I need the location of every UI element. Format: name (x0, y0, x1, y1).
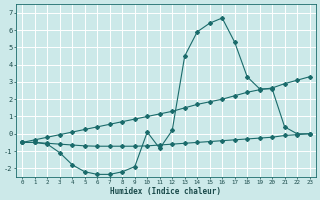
X-axis label: Humidex (Indice chaleur): Humidex (Indice chaleur) (110, 187, 221, 196)
